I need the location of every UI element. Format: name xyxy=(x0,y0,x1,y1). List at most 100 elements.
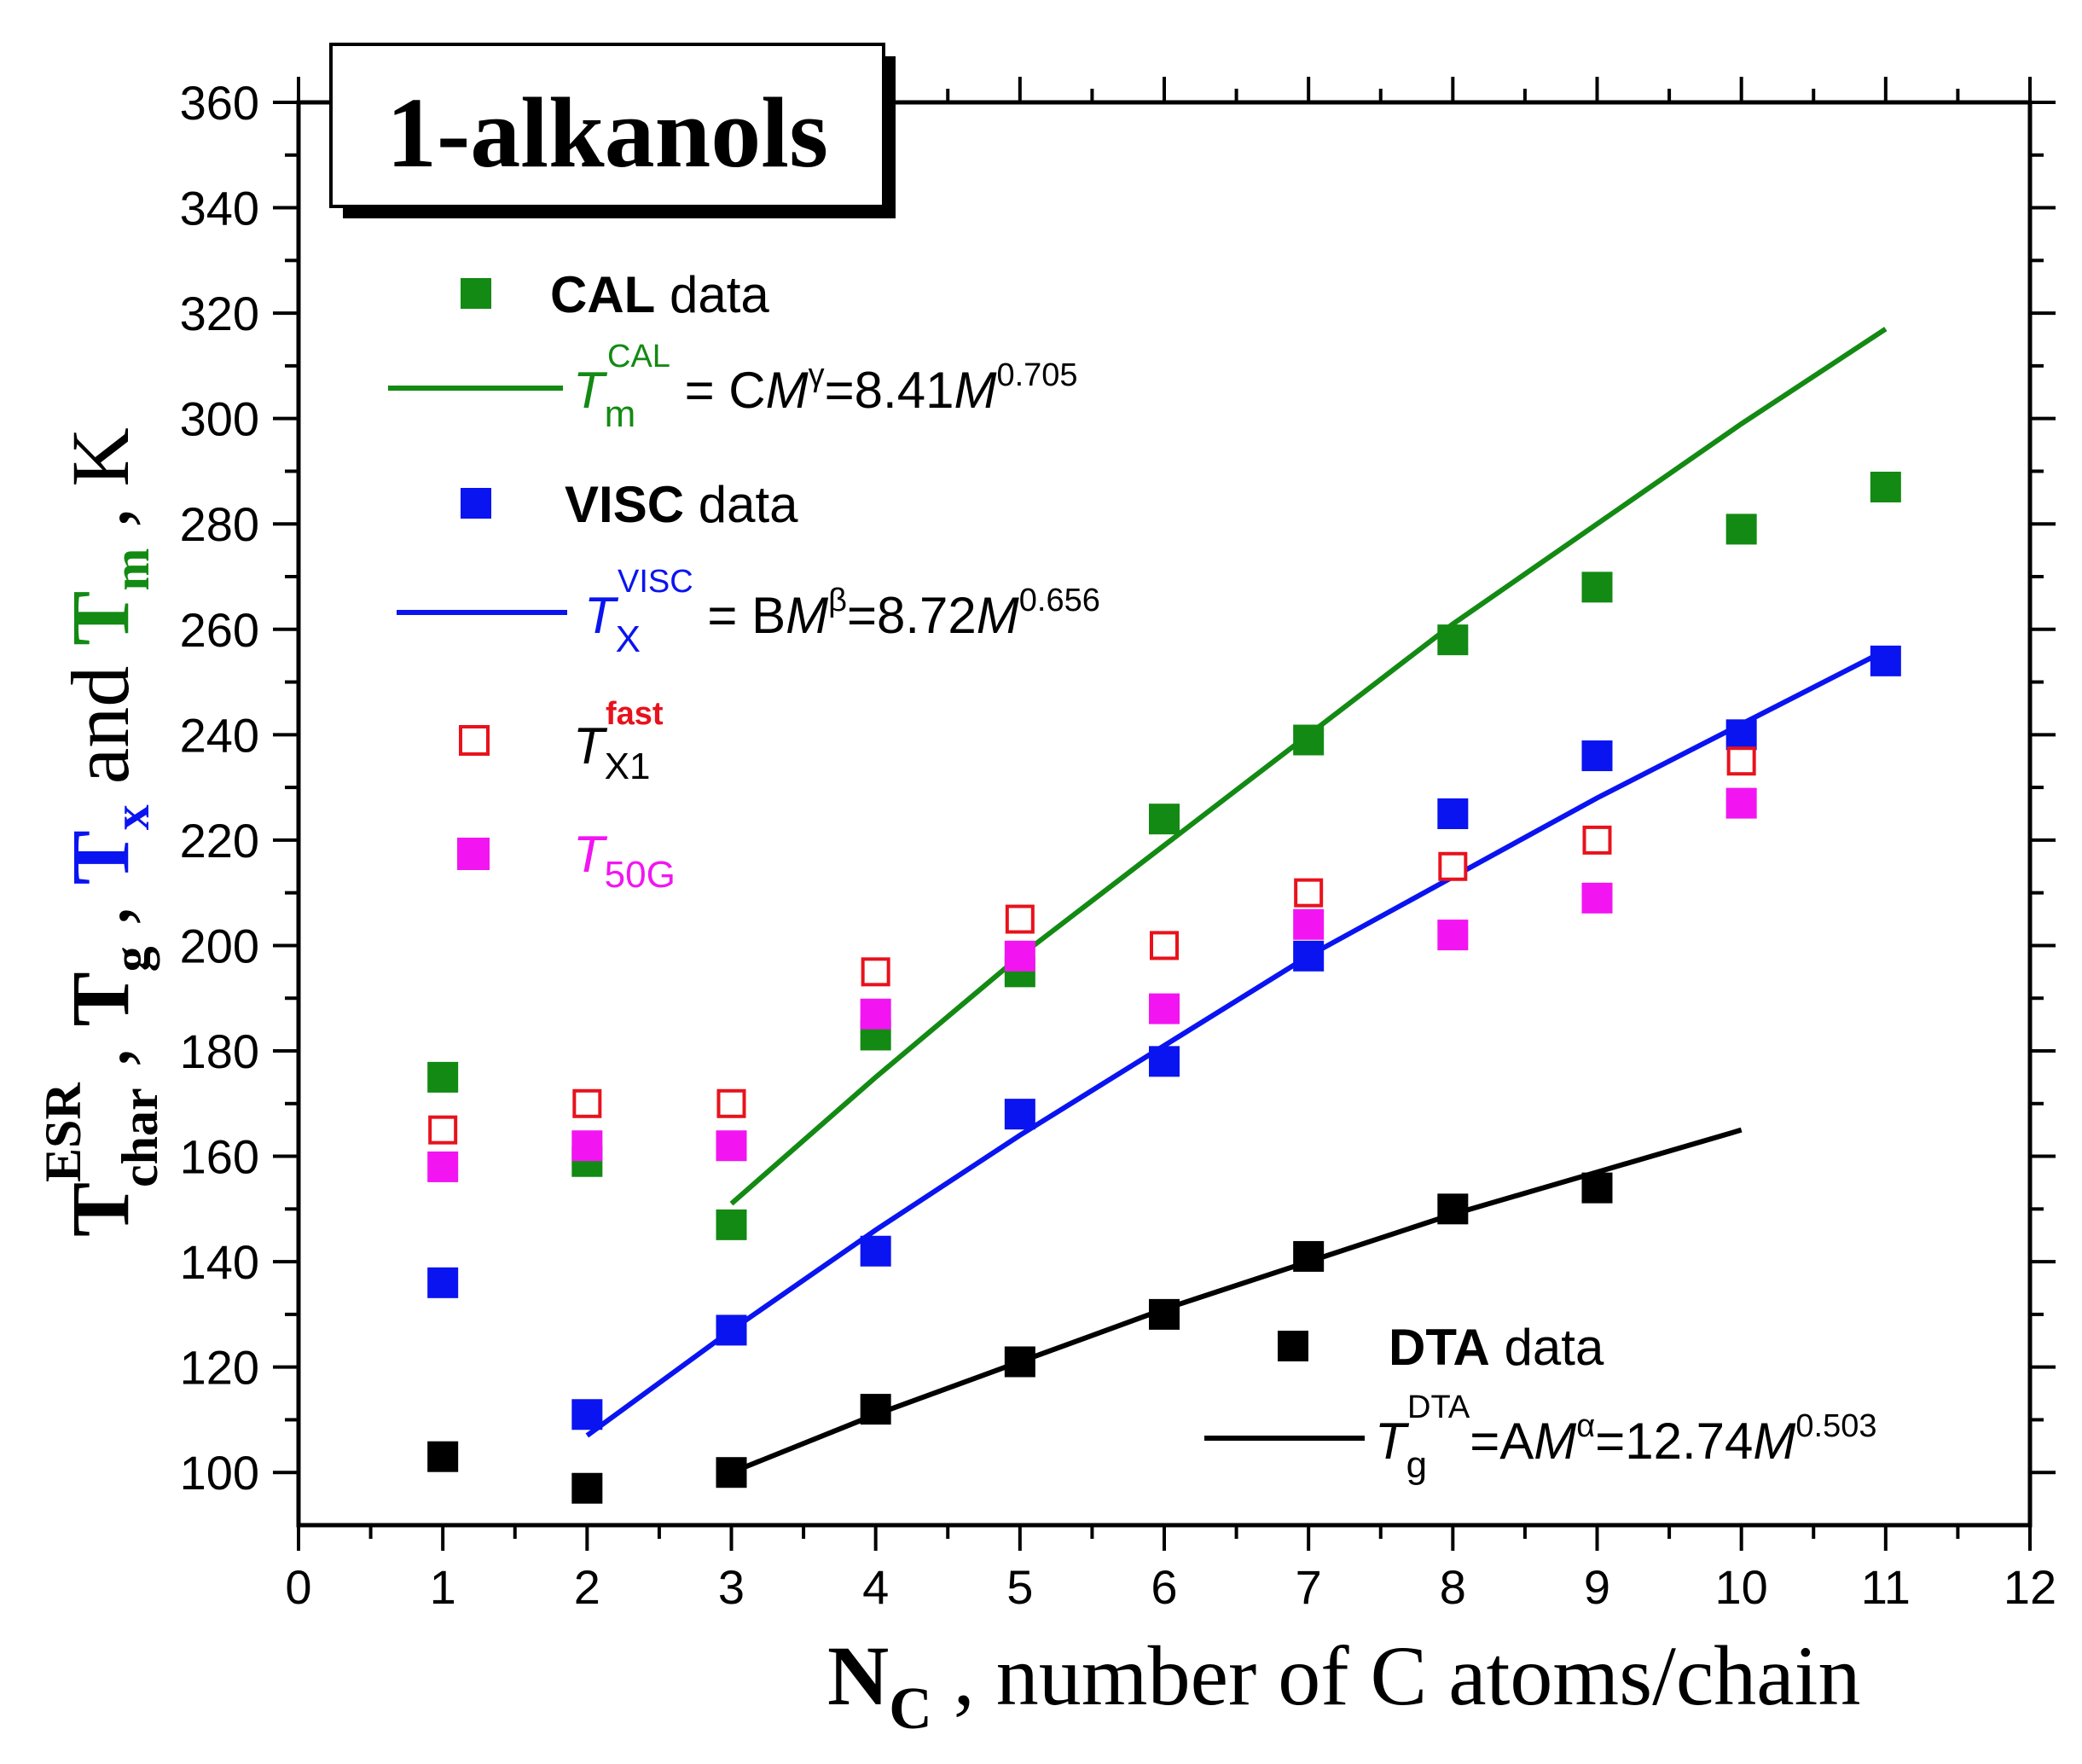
legend-dta-fit-sup: DTA xyxy=(1407,1390,1470,1425)
legend-dta-fit: TgDTA=AMα=12.74M0.503 xyxy=(1204,1390,1876,1486)
dta-point xyxy=(1293,1240,1325,1272)
t50g-point xyxy=(1725,787,1757,819)
t50g-point xyxy=(1437,920,1469,951)
x-axis-label-rest: , number of C atoms/chain xyxy=(932,1628,1861,1723)
txfast-point xyxy=(1438,851,1468,881)
visc-point xyxy=(1293,940,1325,972)
y-label-comma-3: , xyxy=(55,487,146,548)
legend-dta-fit-greek: α xyxy=(1576,1408,1595,1444)
y-tick-label: 140 xyxy=(180,1235,259,1289)
dta-point xyxy=(1437,1193,1469,1225)
legend-cal-marker xyxy=(461,278,491,309)
visc-fit-line xyxy=(585,647,1888,1438)
y-tick-label: 260 xyxy=(180,603,259,657)
legend-visc-fit-eq: =8.72 xyxy=(847,587,977,644)
y-label-sup-esr: ESR xyxy=(35,1082,91,1182)
y-tick-label: 320 xyxy=(180,287,259,340)
svg-text:TmCAL = CMγ=8.41M0.705: TmCAL = CMγ=8.41M0.705 xyxy=(573,339,1078,435)
y-tick-labels: 100 120 140 160 180 200 220 240 260 280 300 320 340 3… xyxy=(180,76,259,1500)
legend-visc-data-word: data xyxy=(684,476,798,533)
visc-point xyxy=(1581,740,1613,772)
y-label-comma-2: , xyxy=(55,885,146,946)
txfast-point xyxy=(716,1088,746,1118)
dta-point xyxy=(427,1441,459,1472)
txfast-point xyxy=(1150,931,1179,960)
legend-txfast-marker xyxy=(459,725,490,756)
dta-point xyxy=(1581,1172,1613,1204)
visc-point xyxy=(1437,798,1469,829)
t50g-point xyxy=(1149,993,1180,1024)
legend-visc-fit-exp: 0.656 xyxy=(1019,583,1100,618)
legend-txfast-sub: X1 xyxy=(605,746,651,787)
x-axis-label-sub: C xyxy=(889,1676,932,1742)
y-label-sub-x: x xyxy=(103,804,159,830)
legend-t50g-t: T xyxy=(573,826,608,883)
legend-visc-label: VISC xyxy=(565,476,684,533)
txfast-point xyxy=(572,1088,602,1118)
y-tick-label: 240 xyxy=(180,708,259,762)
x-tick-label: 6 xyxy=(1151,1560,1177,1614)
t50g-point xyxy=(1293,908,1325,940)
y-tick-label: 160 xyxy=(180,1130,259,1184)
y-label-t-g: T xyxy=(55,972,146,1026)
visc-point xyxy=(427,1267,459,1298)
dta-point xyxy=(1004,1346,1035,1378)
legend-visc-fit-t: T xyxy=(584,587,619,644)
y-label-and: and xyxy=(55,646,146,805)
visc-point xyxy=(571,1399,603,1430)
cal-point xyxy=(1437,624,1469,656)
legend-visc-fit-sup: VISC xyxy=(618,564,693,600)
chart-title: 1-alkanols xyxy=(386,77,828,189)
y-tick-label: 220 xyxy=(180,814,259,867)
x-tick-label: 5 xyxy=(1006,1560,1033,1614)
legend-dta-marker xyxy=(1278,1331,1308,1361)
x-tick-label: 12 xyxy=(2004,1560,2056,1614)
legend-visc-fit-m: M xyxy=(786,587,828,644)
visc-point xyxy=(1149,1046,1180,1077)
cal-point xyxy=(1581,572,1613,603)
legend-cal-fit: TmCAL = CMγ=8.41M0.705 xyxy=(388,339,1078,435)
x-tick-label: 7 xyxy=(1296,1560,1322,1614)
title-box: 1-alkanols xyxy=(329,43,896,218)
x-tick-label: 1 xyxy=(430,1560,456,1614)
y-tick-label: 200 xyxy=(180,919,259,972)
t50g-point xyxy=(1004,940,1035,972)
dta-point xyxy=(860,1394,891,1425)
svg-text:TgDTA=AMα=12.74M0.503: TgDTA=AMα=12.74M0.503 xyxy=(1375,1390,1876,1486)
data-markers xyxy=(427,471,1901,1504)
t50g-point xyxy=(1581,882,1613,914)
y-tick-label: 120 xyxy=(180,1341,259,1395)
y-label-t-x: T xyxy=(55,830,146,885)
txfast-point xyxy=(1726,746,1756,776)
x-tick-label: 11 xyxy=(1861,1560,1911,1614)
svg-text:T50G: T50G xyxy=(573,826,676,896)
t50g-point xyxy=(860,998,891,1030)
y-tick-label: 300 xyxy=(180,392,259,446)
legend-visc-data: VISC data xyxy=(461,476,798,533)
t50g-point xyxy=(716,1130,747,1162)
y-label-sub-char: char xyxy=(112,1088,168,1187)
cal-point xyxy=(716,1209,747,1240)
x-axis-label-n: N xyxy=(827,1628,889,1723)
legend-visc-marker xyxy=(461,488,491,519)
cal-fit-line xyxy=(729,327,1888,1206)
y-label-sub-m: m xyxy=(103,548,159,591)
legend-txfast: TX1 fast xyxy=(459,696,664,787)
svg-text:VISC data: VISC data xyxy=(565,476,798,533)
txfast-point xyxy=(1582,825,1612,855)
cal-point xyxy=(1725,514,1757,545)
t50g-point xyxy=(427,1151,459,1182)
x-tick-label: 8 xyxy=(1440,1560,1466,1614)
x-tick-label: 2 xyxy=(574,1560,600,1614)
txfast-point xyxy=(428,1115,458,1145)
legend-cal-fit-greek: γ xyxy=(809,357,825,393)
legend-visc-fit-mid: = B xyxy=(693,587,786,644)
legend-cal-fit-exp: 0.705 xyxy=(996,357,1077,393)
x-tick-label: 4 xyxy=(862,1560,889,1614)
y-tick-label: 280 xyxy=(180,497,259,551)
y-tick-label: 180 xyxy=(180,1024,259,1078)
y-tick-label: 360 xyxy=(180,76,259,130)
y-label-t-char: T xyxy=(55,1182,146,1237)
visc-point xyxy=(1870,645,1901,676)
